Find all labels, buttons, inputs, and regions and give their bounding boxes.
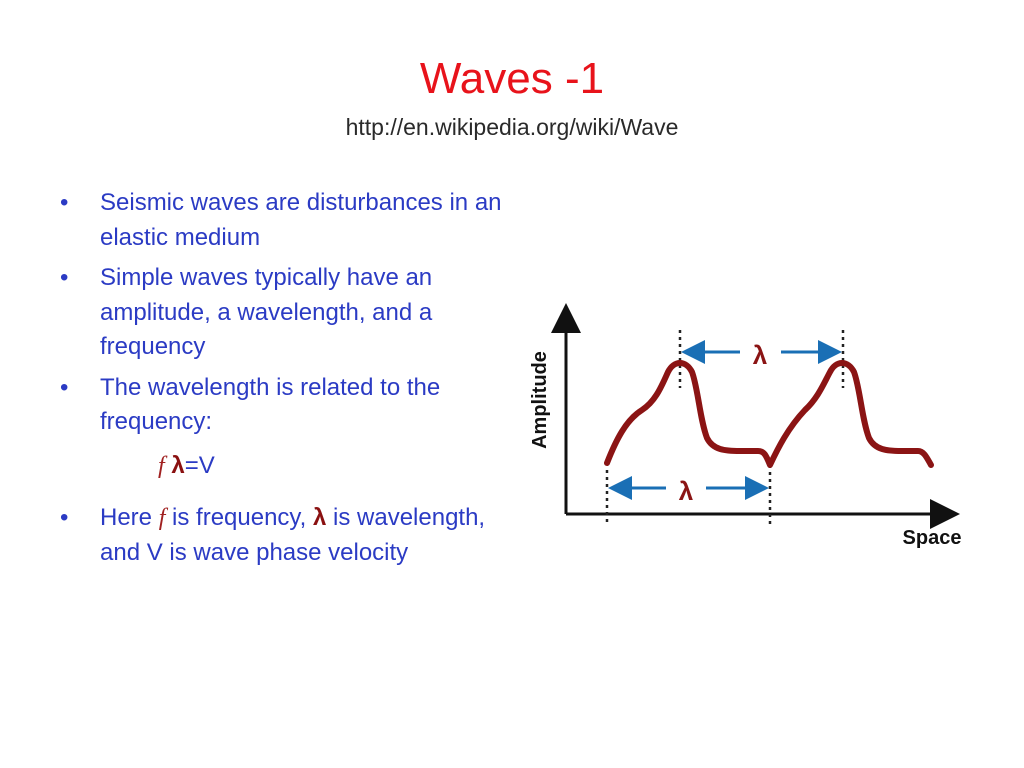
bullet-f-symbol: f bbox=[158, 505, 166, 531]
slide-title: Waves -1 bbox=[419, 54, 605, 103]
bullet-item: • The wavelength is related to the freque… bbox=[60, 371, 510, 440]
formula-f: f bbox=[158, 453, 165, 479]
lambda-label-bottom: λ bbox=[679, 476, 694, 506]
bullet-dot: • bbox=[60, 504, 69, 531]
bullet-dot: • bbox=[60, 189, 69, 216]
lambda-label-top: λ bbox=[753, 340, 768, 370]
wave-formula: f λ=V bbox=[158, 452, 215, 480]
bullet-text-part: is wavelength, and bbox=[100, 504, 486, 566]
wave-curve bbox=[604, 360, 934, 468]
x-axis-label: Space bbox=[903, 527, 962, 549]
bullet-list: • Seismic waves are disturbances in an el… bbox=[60, 186, 510, 446]
formula-lambda: λ bbox=[171, 452, 185, 479]
bullet-text: Simple waves typically have an amplitude… bbox=[100, 264, 433, 360]
bullet-dot: • bbox=[60, 373, 69, 401]
bullet-text-part: Here bbox=[100, 504, 159, 531]
bullet-item: • Seismic waves are disturbances in an el… bbox=[60, 186, 510, 255]
bullet-text-part: is wave phase velocity bbox=[162, 538, 409, 566]
y-axis-label: Amplitude bbox=[529, 351, 551, 449]
bullet-dot: • bbox=[60, 264, 69, 291]
bullet-list-2: • Here f is frequency, λ is wavelength, a… bbox=[60, 501, 510, 576]
bullet-text-part: is frequency, bbox=[165, 504, 313, 531]
bullet-text: Seismic waves are disturbances in an ela… bbox=[100, 189, 502, 251]
bullet-lambda-symbol: λ bbox=[312, 504, 327, 531]
bullet-v-symbol: V bbox=[146, 538, 163, 566]
bullet-item: • Here f is frequency, λ is wavelength, a… bbox=[60, 501, 510, 570]
formula-rest: =V bbox=[184, 452, 215, 479]
slide-subtitle-link[interactable]: http://en.wikipedia.org/wiki/Wave bbox=[345, 114, 679, 140]
bullet-text: The wavelength is related to the frequen… bbox=[100, 373, 441, 436]
bullet-item: • Simple waves typically have an amplitud… bbox=[60, 261, 510, 365]
